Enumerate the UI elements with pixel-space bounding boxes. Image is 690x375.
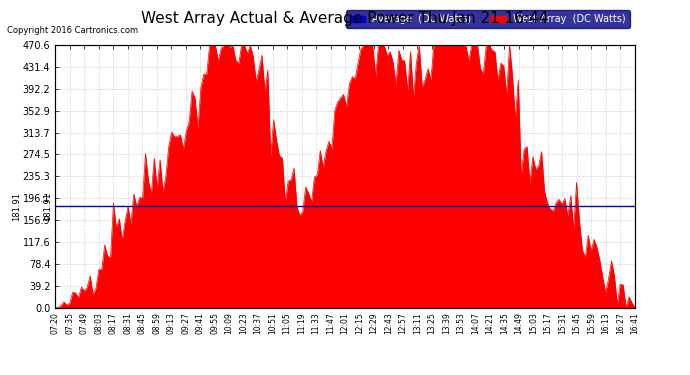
Text: 181.91: 181.91 [43, 192, 52, 220]
Text: Copyright 2016 Cartronics.com: Copyright 2016 Cartronics.com [7, 26, 138, 35]
Text: 181.91: 181.91 [12, 192, 21, 220]
Legend: Average  (DC Watts), West Array  (DC Watts): Average (DC Watts), West Array (DC Watts… [346, 10, 630, 28]
Text: West Array Actual & Average Power Thu Jan 21 16:44: West Array Actual & Average Power Thu Ja… [141, 11, 549, 26]
